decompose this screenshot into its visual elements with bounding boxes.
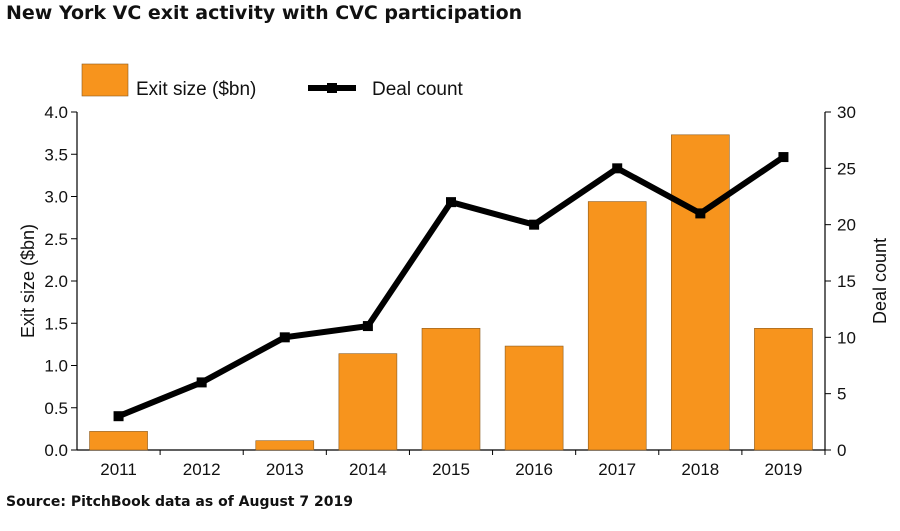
x-tick-label-2013: 2013 (266, 460, 304, 479)
bar-2019 (754, 328, 813, 451)
deal-count-point-2011 (113, 411, 124, 422)
y-tick-label: 2.0 (44, 272, 68, 291)
y-tick-label: 3.0 (44, 188, 68, 207)
legend-marker-deal-count (327, 83, 337, 93)
bar-2014 (338, 353, 398, 451)
x-tick-label-2012: 2012 (183, 460, 221, 479)
y-tick-label: 0.5 (44, 399, 68, 418)
deal-count-point-2016 (529, 219, 540, 230)
y-tick-label: 4.0 (44, 103, 68, 122)
legend-label-exit-size: Exit size ($bn) (136, 79, 256, 100)
legend-label-deal-count: Deal count (372, 79, 464, 100)
y-tick-label: 0.0 (44, 441, 68, 460)
y2-tick-label: 20 (837, 216, 856, 235)
bar-2018 (671, 134, 730, 451)
bar-2017 (587, 201, 647, 451)
y2-tick-label: 15 (837, 272, 856, 291)
y2-tick-label: 5 (837, 385, 846, 404)
bar-2016 (504, 345, 564, 451)
deal-count-line (113, 152, 789, 422)
x-tick-label-2019: 2019 (765, 460, 803, 479)
bar-2013 (255, 440, 315, 451)
y-tick-label: 2.5 (44, 230, 68, 249)
y2-tick-label: 10 (837, 328, 856, 347)
x-tick-label-2011: 2011 (100, 460, 137, 479)
bar-2011 (89, 431, 148, 451)
deal-count-point-2018 (695, 208, 706, 219)
legend: Exit size ($bn) Deal count (81, 63, 464, 100)
x-tick-label-2017: 2017 (598, 460, 636, 479)
bar-2015 (421, 328, 481, 451)
x-tick-label-2016: 2016 (515, 460, 553, 479)
y-tick-label: 1.5 (44, 314, 68, 333)
y2-tick-label: 30 (837, 103, 856, 122)
x-tick-label-2018: 2018 (681, 460, 719, 479)
y2-tick-label: 0 (837, 441, 846, 460)
x-tick-label-2015: 2015 (432, 460, 470, 479)
deal-count-point-2017 (612, 163, 623, 174)
y-axis-title: Exit size ($bn) (18, 224, 38, 338)
y2-axis-title: Deal count (870, 238, 890, 324)
chart-source: Source: PitchBook data as of August 7 20… (6, 494, 353, 510)
y-tick-label: 1.0 (44, 357, 68, 376)
bars (89, 134, 813, 451)
deal-count-point-2014 (362, 321, 373, 332)
y2-tick-label: 25 (837, 159, 856, 178)
chart-title: New York VC exit activity with CVC parti… (6, 2, 523, 24)
x-tick-label-2014: 2014 (349, 460, 387, 479)
deal-count-point-2012 (196, 377, 207, 388)
y-tick-label: 3.5 (44, 145, 68, 164)
axis-labels: 0.0 0.5 1.0 1.5 2.0 2.5 3.0 3.5 4.0 0 5 10 15 20 25 30 2… (18, 103, 890, 479)
deal-count-point-2013 (279, 332, 290, 343)
legend-swatch-exit-size (81, 63, 129, 97)
deal-count-point-2015 (446, 197, 456, 208)
deal-count-point-2019 (778, 152, 789, 163)
